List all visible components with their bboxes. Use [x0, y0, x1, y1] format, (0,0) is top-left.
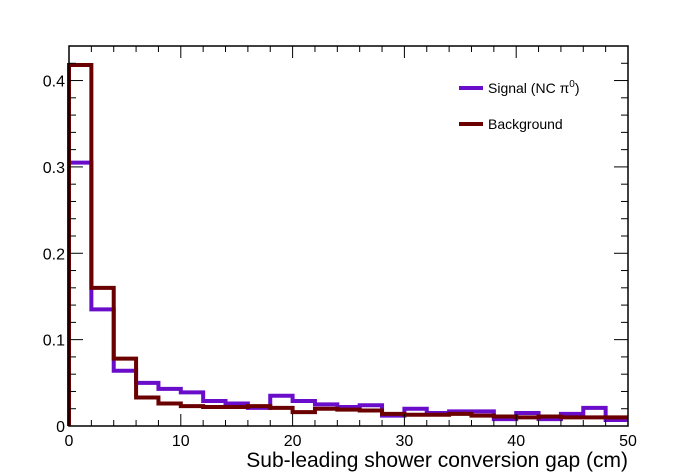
y-tick-label: 0 [56, 419, 65, 436]
y-tick-label: 0.2 [43, 246, 65, 263]
y-tick-label: 0.1 [43, 333, 65, 350]
x-tick-label: 20 [284, 433, 302, 450]
legend-label-signal: Signal (NC π0) [488, 79, 579, 96]
legend-label-background: Background [488, 116, 563, 132]
ticks-layer [68, 45, 629, 427]
x-tick-label: 40 [507, 433, 525, 450]
x-tick-label: 50 [619, 433, 637, 450]
tick-labels: 0 10 20 30 40 50 0 0.1 0.2 0.3 0.4 [43, 74, 637, 450]
plot-frame [68, 45, 629, 427]
y-tick-label: 0.3 [43, 160, 65, 177]
y-tick-label: 0.4 [43, 74, 65, 91]
series-line-signal [67, 160, 628, 426]
legend-label-signal-suffix: ) [575, 80, 580, 96]
legend-label-signal-superscript: 0 [569, 79, 575, 90]
legend: Signal (NC π0) Background [459, 79, 579, 132]
x-tick-label: 0 [65, 433, 74, 450]
legend-label-signal-main: Signal (NC π [488, 80, 570, 96]
x-tick-label: 10 [172, 433, 190, 450]
x-axis-title: Sub-leading shower conversion gap (cm) [246, 449, 628, 472]
x-tick-label: 30 [396, 433, 414, 450]
